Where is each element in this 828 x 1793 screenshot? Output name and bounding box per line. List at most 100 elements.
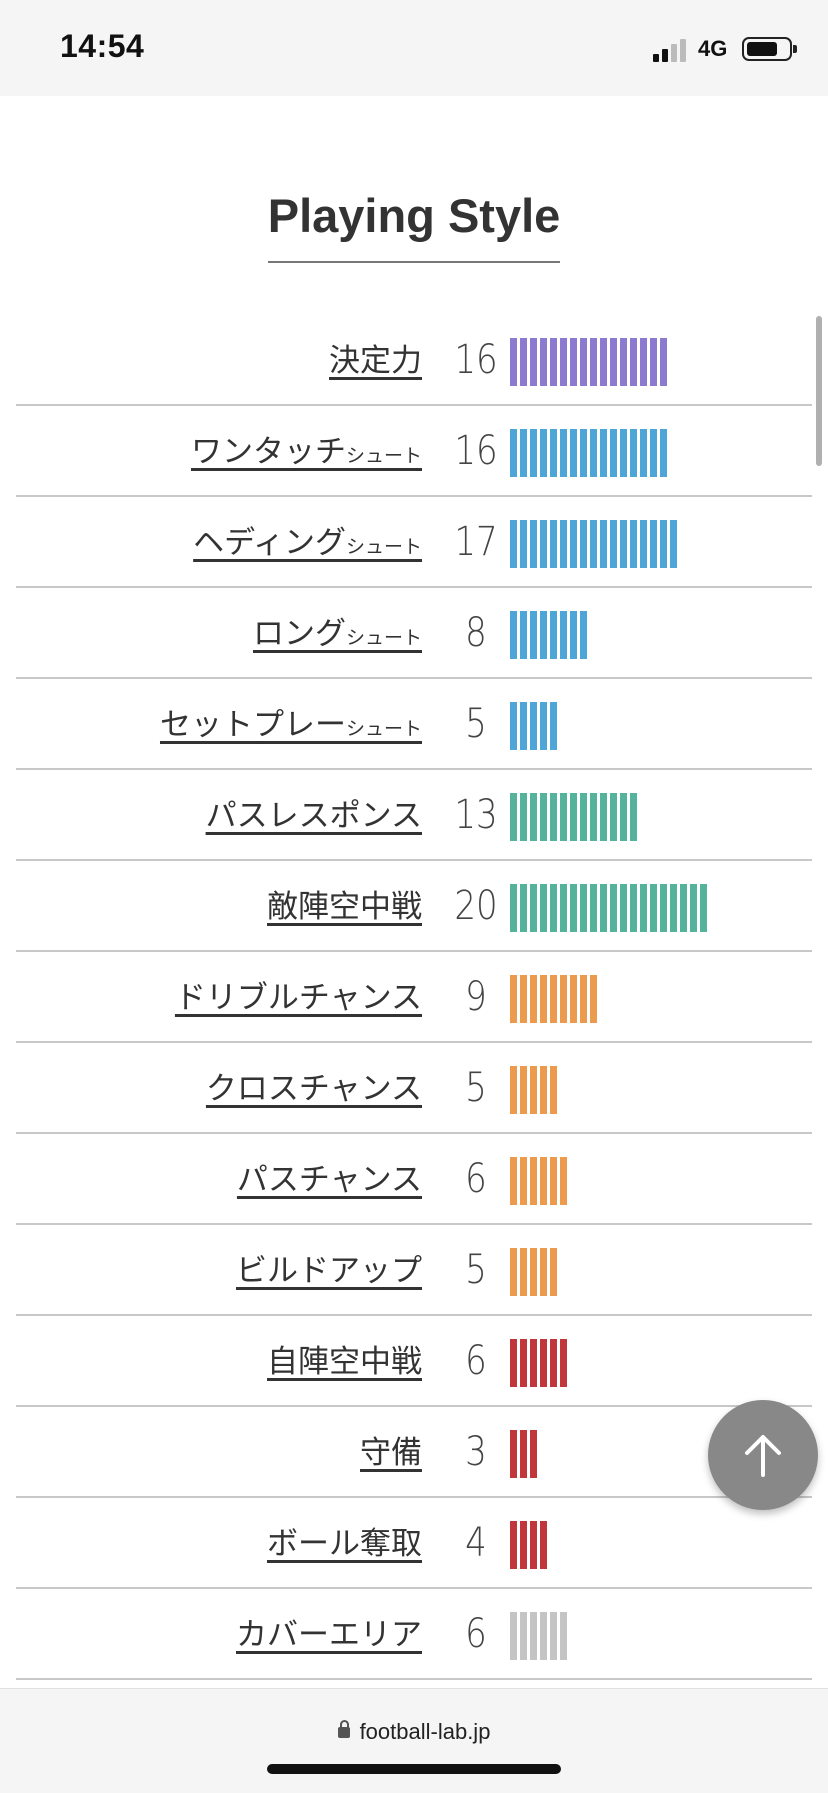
style-row: ワンタッチシュート 16: [16, 406, 812, 497]
style-row: カバーエリア 6: [16, 1589, 812, 1680]
style-label-link[interactable]: 守備: [360, 1427, 422, 1472]
style-row: 自陣空中戦 6: [16, 1316, 812, 1407]
style-value: 8: [465, 610, 487, 656]
style-row: ビルドアップ 5: [16, 1225, 812, 1316]
style-value: 6: [465, 1611, 487, 1657]
bar-segment: [580, 338, 587, 386]
style-label-link[interactable]: セットプレーシュート: [160, 699, 422, 744]
back-to-top-button[interactable]: [708, 1400, 818, 1510]
bar-segment: [560, 520, 567, 568]
bar-segment: [520, 1612, 527, 1660]
style-value: 5: [465, 1247, 487, 1293]
style-row: 決定力 16: [16, 315, 812, 406]
bar-segment: [560, 1157, 567, 1205]
bar-segment: [570, 975, 577, 1023]
bar-segment: [530, 884, 537, 932]
bar-segment: [530, 611, 537, 659]
url-bar[interactable]: football-lab.jp: [0, 1719, 828, 1745]
bar-segment: [650, 429, 657, 477]
style-row: ロングシュート 8: [16, 588, 812, 679]
style-bar: [510, 1521, 550, 1569]
bar-segment: [610, 520, 617, 568]
bar-segment: [660, 884, 667, 932]
bar-segment: [580, 975, 587, 1023]
style-label-link[interactable]: ボール奪取: [267, 1518, 422, 1563]
style-bar: [510, 1248, 560, 1296]
bar-segment: [510, 1157, 517, 1205]
bar-segment: [610, 793, 617, 841]
bar-segment: [640, 338, 647, 386]
bar-segment: [540, 429, 547, 477]
bar-segment: [560, 1339, 567, 1387]
style-label-text: ワンタッチ: [190, 434, 346, 470]
style-value: 16: [454, 337, 498, 383]
home-indicator[interactable]: [267, 1764, 561, 1774]
bar-segment: [540, 1248, 547, 1296]
style-label-link[interactable]: パスレスポンス: [206, 790, 422, 835]
style-label-link[interactable]: ドリブルチャンス: [175, 972, 422, 1017]
bar-segment: [550, 702, 557, 750]
style-value: 3: [465, 1429, 487, 1475]
bar-segment: [550, 1612, 557, 1660]
bar-segment: [530, 520, 537, 568]
bar-segment: [520, 1521, 527, 1569]
style-label-link[interactable]: ビルドアップ: [236, 1245, 422, 1290]
bar-segment: [520, 520, 527, 568]
battery-icon: [742, 37, 797, 61]
style-label-link[interactable]: ワンタッチシュート: [191, 426, 422, 471]
bar-segment: [660, 429, 667, 477]
style-label-link[interactable]: カバーエリア: [236, 1609, 422, 1654]
style-label-link[interactable]: クロスチャンス: [206, 1063, 422, 1108]
bar-segment: [630, 520, 637, 568]
style-row: 敵陣空中戦 20: [16, 861, 812, 952]
style-value: 13: [454, 792, 498, 838]
style-label-text: ドリブルチャンス: [174, 980, 422, 1016]
bar-segment: [570, 338, 577, 386]
style-label-link[interactable]: ロングシュート: [253, 608, 422, 653]
bar-segment: [540, 611, 547, 659]
url-text: football-lab.jp: [359, 1719, 491, 1744]
bar-segment: [530, 1521, 537, 1569]
bar-segment: [550, 429, 557, 477]
bar-segment: [590, 338, 597, 386]
bar-segment: [510, 702, 517, 750]
style-bar: [510, 1339, 570, 1387]
style-label-link[interactable]: 敵陣空中戦: [267, 881, 422, 926]
style-label-text: 守備: [360, 1435, 422, 1471]
bar-segment: [590, 793, 597, 841]
style-row: パスチャンス 6: [16, 1134, 812, 1225]
style-label-link[interactable]: パスチャンス: [237, 1154, 422, 1199]
bar-segment: [510, 793, 517, 841]
bar-segment: [550, 1339, 557, 1387]
style-label-text: 自陣空中戦: [267, 1344, 422, 1380]
style-bar: [510, 611, 590, 659]
bar-segment: [580, 884, 587, 932]
style-bar: [510, 1066, 560, 1114]
style-label-link[interactable]: ヘディングシュート: [193, 517, 422, 562]
bar-segment: [510, 1521, 517, 1569]
bar-segment: [630, 338, 637, 386]
bar-segment: [580, 520, 587, 568]
scroll-indicator: [816, 316, 822, 466]
bar-segment: [660, 338, 667, 386]
bar-segment: [670, 884, 677, 932]
bar-segment: [530, 1612, 537, 1660]
style-bar: [510, 793, 640, 841]
bar-segment: [510, 1612, 517, 1660]
bar-segment: [560, 338, 567, 386]
style-label-link[interactable]: 自陣空中戦: [267, 1336, 422, 1381]
style-label-text: ロング: [252, 616, 346, 652]
bar-segment: [600, 338, 607, 386]
style-label-text: パスチャンス: [236, 1162, 422, 1198]
style-bar: [510, 1612, 570, 1660]
bar-segment: [580, 793, 587, 841]
style-bar: [510, 975, 600, 1023]
signal-icon: [653, 38, 687, 62]
bar-segment: [680, 884, 687, 932]
bar-segment: [520, 1157, 527, 1205]
style-bar: [510, 884, 710, 932]
bar-segment: [560, 793, 567, 841]
style-row: ボール奪取 4: [16, 1498, 812, 1589]
style-label-link[interactable]: 決定力: [329, 335, 422, 380]
bar-segment: [530, 1430, 537, 1478]
